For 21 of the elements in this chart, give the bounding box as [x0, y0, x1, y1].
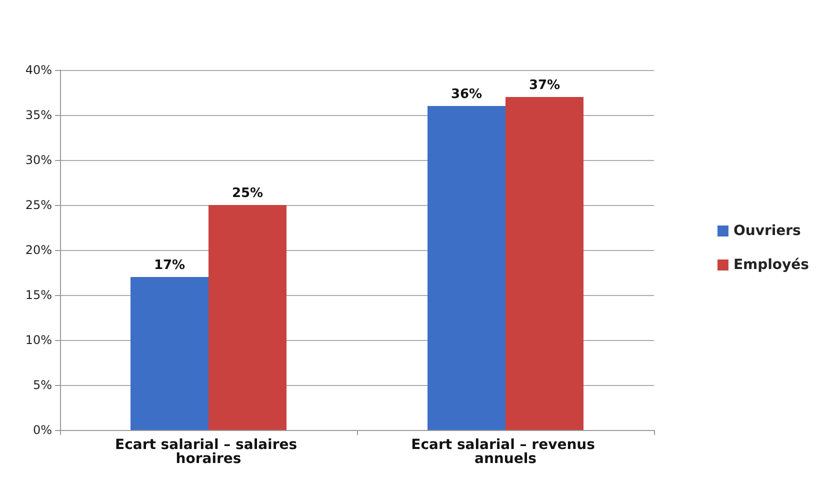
y-tick-label: 5%	[32, 378, 52, 392]
bar	[208, 205, 286, 430]
y-tick-label: 35%	[25, 108, 52, 122]
bar	[506, 97, 584, 430]
data-label: 37%	[528, 78, 560, 93]
data-label: 36%	[450, 87, 482, 102]
y-tick-label: 15%	[25, 288, 52, 302]
y-tick-label: 25%	[25, 198, 52, 212]
bar	[130, 277, 208, 430]
x-tick-label: Ecart salarial – revenus annuels	[411, 437, 600, 467]
y-tick-label: 0%	[32, 423, 52, 437]
y-tick-label: 30%	[25, 153, 52, 167]
y-tick-label: 40%	[25, 63, 52, 77]
y-tick-label: 20%	[25, 243, 52, 257]
y-tick-label: 10%	[25, 333, 52, 347]
data-label: 25%	[232, 186, 264, 201]
bar	[428, 106, 506, 430]
legend-label: Employés	[733, 257, 810, 273]
x-tick-label: Ecart salarial – salaires horaires	[115, 437, 302, 467]
legend-label: Ouvriers	[733, 223, 801, 239]
data-label: 17%	[154, 258, 186, 273]
